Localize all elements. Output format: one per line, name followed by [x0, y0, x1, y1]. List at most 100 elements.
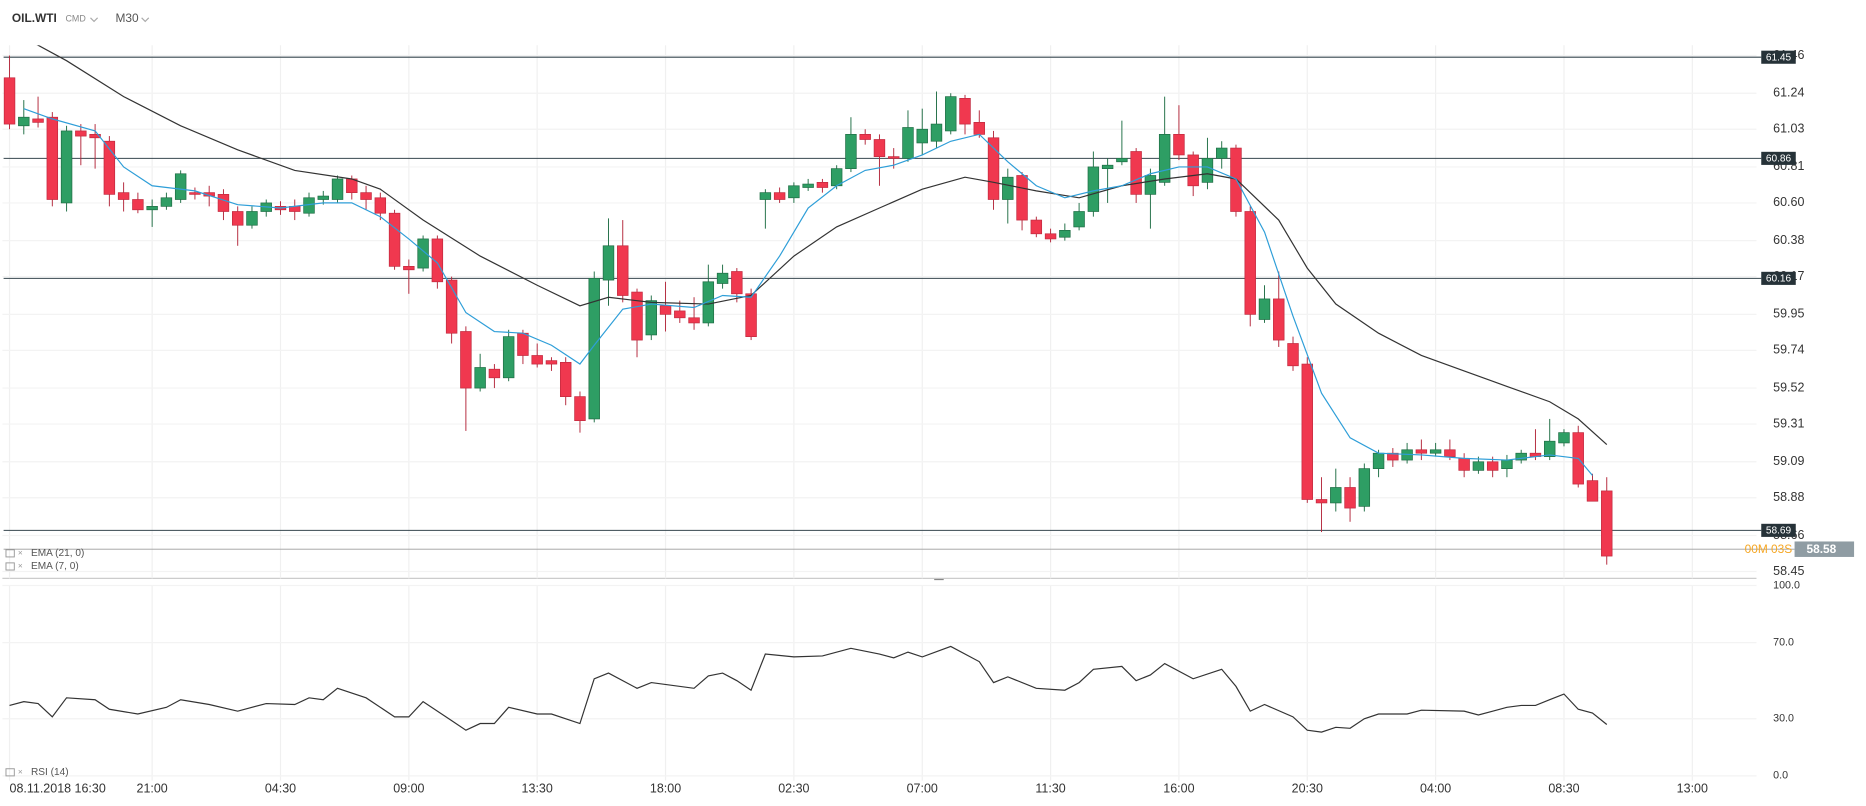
- candle-body: [331, 178, 344, 200]
- x-tick-label: 04:00: [1420, 781, 1451, 795]
- candle-body: [1515, 452, 1527, 461]
- candle-body: [845, 134, 857, 170]
- candle-body: [1344, 487, 1356, 509]
- candle-body: [1301, 363, 1313, 500]
- candle-body: [174, 173, 187, 200]
- candle-body: [1215, 147, 1228, 159]
- y-tick-label: 59.74: [1773, 343, 1804, 357]
- x-tick-label: 13:00: [1677, 781, 1708, 795]
- level-label: 61.45: [1766, 52, 1792, 63]
- x-tick-label: 16:00: [1163, 781, 1194, 795]
- candle-body: [1073, 211, 1085, 228]
- candle-body: [1358, 468, 1371, 507]
- candle-body: [1044, 233, 1057, 240]
- candle-body: [716, 272, 729, 284]
- y-tick-label: 60.60: [1773, 195, 1804, 209]
- indicator-label: EMA (7, 0): [31, 561, 79, 572]
- candle-body: [75, 130, 87, 137]
- x-tick-label: 11:30: [1035, 781, 1065, 795]
- candle-body: [1601, 490, 1613, 557]
- candle-body: [1444, 449, 1456, 457]
- candle-body: [388, 212, 401, 267]
- line: [23, 108, 1593, 476]
- candle-body: [859, 134, 871, 140]
- candle-body: [973, 122, 985, 135]
- candle-body: [930, 123, 943, 142]
- candle-body: [1273, 298, 1285, 341]
- candle-body: [89, 134, 101, 139]
- timeframe[interactable]: M30: [115, 11, 139, 25]
- candle-body: [1258, 298, 1271, 320]
- candle-body: [1501, 459, 1513, 469]
- candle-body: [559, 361, 572, 397]
- candle-body: [217, 194, 230, 212]
- indicator-close: ×: [18, 548, 23, 558]
- x-tick-label: 02:30: [778, 781, 809, 795]
- level-label-box: [1761, 50, 1796, 64]
- countdown-timer: 00M 03S: [1745, 542, 1793, 556]
- dropdown-icon[interactable]: [90, 17, 99, 23]
- x-tick-label: 13:30: [522, 781, 553, 795]
- candle-body: [32, 118, 44, 123]
- dropdown-icon[interactable]: [141, 17, 150, 23]
- candle-body: [1472, 461, 1485, 471]
- candle-body: [574, 396, 586, 421]
- candle-body: [645, 300, 657, 336]
- candle-body: [902, 127, 914, 159]
- candle-body: [146, 206, 158, 211]
- candle-body: [246, 211, 258, 226]
- candle-body: [403, 266, 415, 271]
- candle-body: [1372, 452, 1385, 469]
- candle-body: [802, 183, 814, 188]
- indicator-icon: [5, 549, 15, 558]
- line: [36, 45, 1608, 446]
- y-tick-label: 61.24: [1773, 86, 1804, 100]
- candle-body: [1144, 175, 1157, 195]
- candle-body: [103, 140, 116, 195]
- candle-body: [731, 271, 743, 295]
- marks: [3, 45, 1795, 733]
- candle-body: [1059, 230, 1071, 238]
- symbol[interactable]: OIL.WTI: [12, 11, 57, 25]
- market: CMD: [65, 13, 85, 23]
- x-tick-label: 21:00: [137, 781, 168, 795]
- indicator-icon: [5, 768, 15, 777]
- current-price-label: 58.58: [1806, 542, 1836, 556]
- candle-body: [1087, 166, 1100, 212]
- x-tick-label: 09:00: [393, 781, 424, 795]
- candle-body: [1158, 134, 1171, 183]
- y-tick-label: 58.45: [1773, 564, 1804, 578]
- x-tick-label: 20:30: [1292, 781, 1323, 795]
- y-tick-label: 59.52: [1773, 380, 1804, 394]
- candle-body: [117, 192, 130, 200]
- candle-body: [1458, 457, 1470, 471]
- candle-body: [474, 367, 486, 389]
- candle-body: [1016, 175, 1028, 221]
- candle-body: [374, 197, 387, 214]
- y-tick-label: 59.31: [1773, 416, 1804, 430]
- y-tick-label: 59.09: [1773, 454, 1804, 468]
- candle-body: [617, 245, 629, 296]
- level-label-box: [1761, 271, 1796, 285]
- level-label: 58.69: [1766, 526, 1792, 537]
- level-label: 60.86: [1766, 154, 1792, 165]
- candle-body: [531, 355, 543, 365]
- candle-body: [816, 182, 829, 188]
- y-tick-label: 59.95: [1773, 307, 1804, 321]
- indicator-icon: [5, 562, 15, 571]
- candle-body: [773, 192, 786, 200]
- x-tick-label: 04:30: [265, 781, 296, 795]
- line: [9, 645, 1608, 733]
- candle-body: [3, 77, 16, 125]
- candle-body: [1101, 164, 1114, 170]
- candle-body: [887, 156, 900, 159]
- candle-body: [959, 98, 971, 125]
- y-tick-label: 70.0: [1773, 636, 1794, 648]
- candle-body: [1201, 158, 1214, 183]
- y-tick-label: 58.88: [1773, 490, 1804, 504]
- candle-body: [1030, 219, 1043, 235]
- candle-body: [545, 360, 558, 365]
- x-tick-label: 07:00: [907, 781, 938, 795]
- candle-body: [1315, 499, 1328, 504]
